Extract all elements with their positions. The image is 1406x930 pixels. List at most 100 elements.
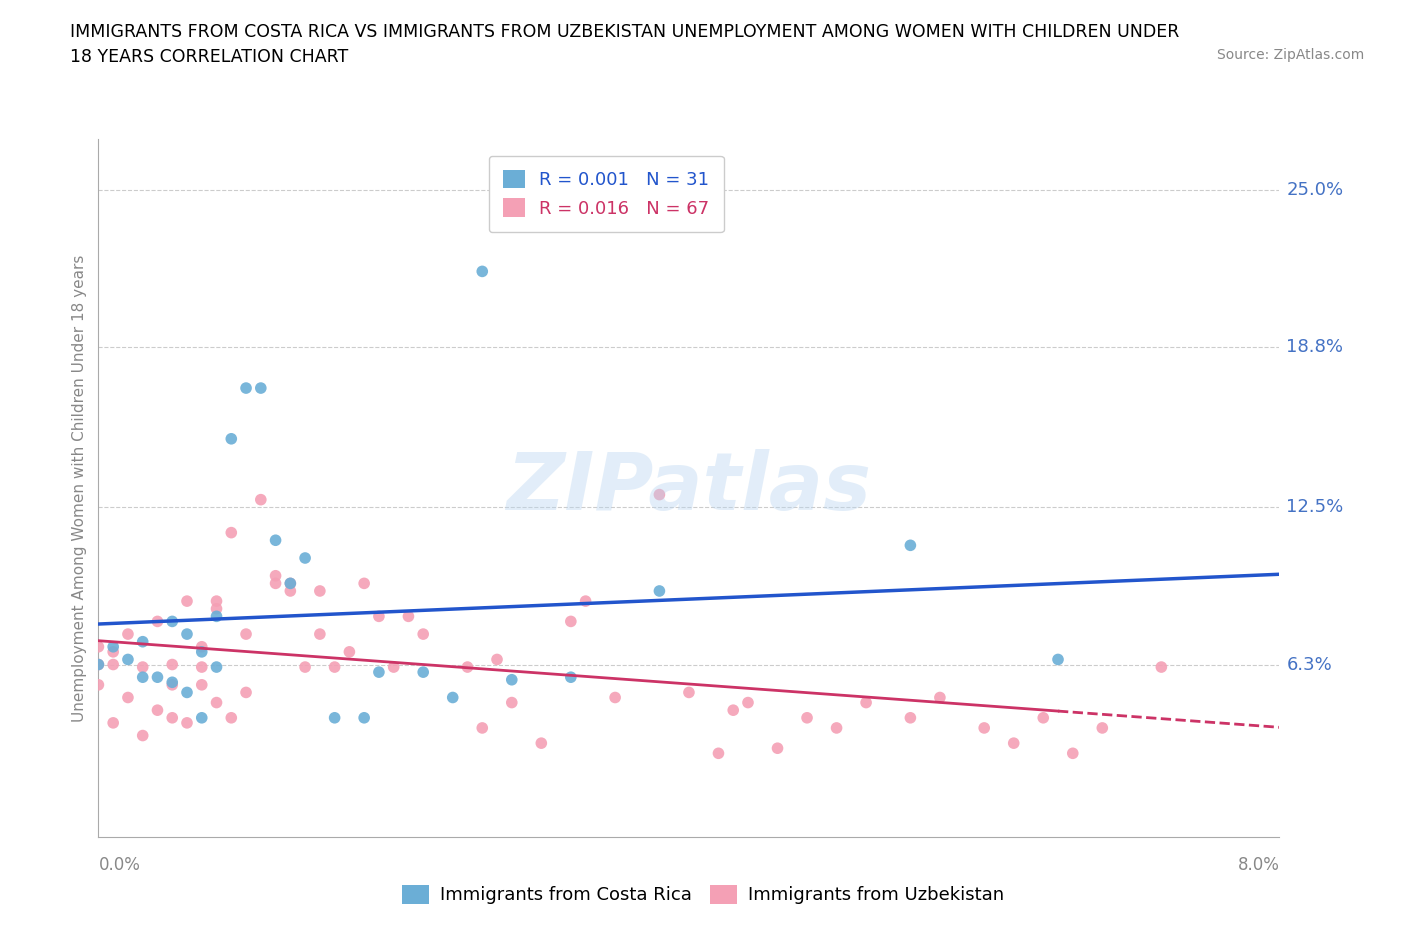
Point [219, 432, 242, 446]
Point [132, 670, 155, 684]
Point [205, 659, 228, 674]
Point [162, 658, 183, 672]
Y-axis label: Unemployment Among Women with Children Under 18 years: Unemployment Among Women with Children U… [72, 255, 87, 722]
Point [766, 741, 789, 756]
Point [219, 711, 242, 725]
Point [737, 695, 759, 710]
Point [898, 538, 921, 552]
Point [132, 728, 155, 743]
Point [560, 614, 582, 629]
Point [132, 659, 155, 674]
Point [855, 695, 877, 710]
Point [87, 658, 110, 672]
Point [605, 690, 627, 705]
Point [308, 583, 332, 598]
Point [103, 658, 124, 672]
Point [1002, 736, 1025, 751]
Point [678, 685, 700, 700]
Point [117, 690, 139, 705]
Point [191, 639, 214, 654]
Point [278, 576, 301, 591]
Point [441, 690, 464, 705]
Point [219, 525, 242, 540]
Point [796, 711, 818, 725]
Point [1062, 746, 1084, 761]
Point [264, 533, 287, 548]
Point [530, 736, 553, 751]
Text: 12.5%: 12.5% [1286, 498, 1344, 516]
Point [1032, 711, 1054, 725]
Point [485, 652, 508, 667]
Point [294, 659, 316, 674]
Point [412, 627, 434, 642]
Point [721, 703, 744, 718]
Point [1150, 659, 1173, 674]
Point [117, 627, 139, 642]
Point [382, 659, 405, 674]
Text: 6.3%: 6.3% [1286, 656, 1333, 673]
Point [323, 711, 346, 725]
Point [648, 487, 671, 502]
Legend: R = 0.001   N = 31, R = 0.016   N = 67: R = 0.001 N = 31, R = 0.016 N = 67 [489, 155, 724, 232]
Point [898, 711, 921, 725]
Point [162, 675, 183, 690]
Point [132, 634, 155, 649]
Point [205, 609, 228, 624]
Point [103, 715, 124, 730]
Point [337, 644, 360, 659]
Point [176, 715, 198, 730]
Text: 18.8%: 18.8% [1286, 339, 1344, 356]
Point [235, 627, 257, 642]
Point [235, 685, 257, 700]
Point [367, 609, 389, 624]
Point [501, 672, 523, 687]
Point [250, 380, 273, 395]
Legend: Immigrants from Costa Rica, Immigrants from Uzbekistan: Immigrants from Costa Rica, Immigrants f… [395, 878, 1011, 911]
Point [323, 659, 346, 674]
Point [928, 690, 950, 705]
Point [191, 711, 214, 725]
Point [176, 593, 198, 608]
Point [412, 665, 434, 680]
Point [353, 576, 375, 591]
Point [560, 670, 582, 684]
Point [1091, 721, 1114, 736]
Point [825, 721, 848, 736]
Point [456, 659, 478, 674]
Point [648, 583, 671, 598]
Text: 25.0%: 25.0% [1286, 181, 1344, 199]
Text: 18 YEARS CORRELATION CHART: 18 YEARS CORRELATION CHART [70, 48, 349, 66]
Point [367, 665, 389, 680]
Point [278, 583, 301, 598]
Point [191, 644, 214, 659]
Point [294, 551, 316, 565]
Point [191, 677, 214, 692]
Point [205, 593, 228, 608]
Point [707, 746, 730, 761]
Point [396, 609, 419, 624]
Point [162, 711, 183, 725]
Point [162, 677, 183, 692]
Point [278, 576, 301, 591]
Point [162, 614, 183, 629]
Point [235, 380, 257, 395]
Point [973, 721, 995, 736]
Point [471, 264, 494, 279]
Point [1046, 652, 1069, 667]
Text: 0.0%: 0.0% [98, 856, 141, 873]
Text: IMMIGRANTS FROM COSTA RICA VS IMMIGRANTS FROM UZBEKISTAN UNEMPLOYMENT AMONG WOME: IMMIGRANTS FROM COSTA RICA VS IMMIGRANTS… [70, 23, 1180, 41]
Text: 8.0%: 8.0% [1237, 856, 1279, 873]
Point [191, 659, 214, 674]
Text: Source: ZipAtlas.com: Source: ZipAtlas.com [1216, 48, 1364, 62]
Point [87, 658, 110, 672]
Point [87, 639, 110, 654]
Point [103, 639, 124, 654]
Point [250, 492, 273, 507]
Point [103, 644, 124, 659]
Point [264, 568, 287, 583]
Point [264, 576, 287, 591]
Point [205, 695, 228, 710]
Point [574, 593, 596, 608]
Point [146, 670, 169, 684]
Point [471, 721, 494, 736]
